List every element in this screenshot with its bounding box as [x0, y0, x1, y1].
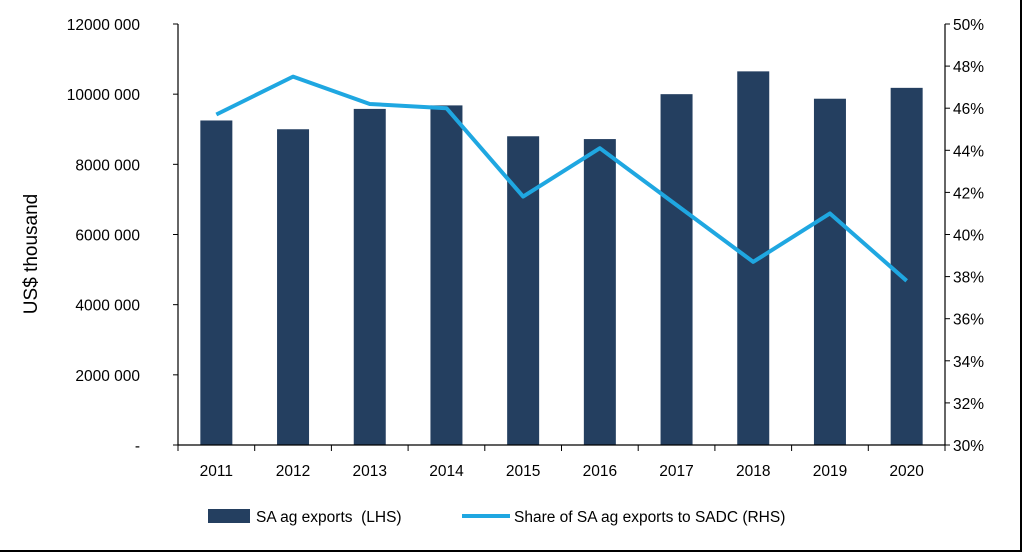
right-tick-label: 30%	[953, 438, 984, 455]
x-tick-label: 2011	[200, 463, 233, 480]
x-tick-label: 2017	[659, 463, 693, 480]
right-tick-label: 36%	[953, 312, 984, 329]
legend-label-bar: SA ag exports (LHS)	[256, 509, 402, 526]
left-tick-label: 2000 000	[75, 368, 140, 385]
x-tick-label: 2019	[813, 463, 847, 480]
bar-2019	[814, 99, 846, 445]
y-axis-title: US$ thousand	[21, 194, 42, 314]
right-tick-label: 32%	[953, 396, 984, 413]
bar-2014	[430, 105, 462, 445]
x-tick-label: 2015	[506, 463, 540, 480]
right-tick-label: 48%	[953, 59, 984, 76]
bar-2018	[737, 71, 769, 445]
x-tick-label: 2013	[353, 463, 387, 480]
bar-2013	[354, 109, 386, 445]
right-axis-tick-labels: 30% 32% 34% 36% 38% 40% 42% 44% 46% 48% 50%	[953, 17, 984, 455]
x-tick-label: 2020	[889, 463, 924, 480]
right-tick-label: 50%	[953, 17, 984, 34]
bar-2017	[661, 94, 693, 445]
left-axis-tick-labels: - 2000 000 4000 000 6000 000 8000 000 10000 0…	[67, 17, 141, 455]
left-tick-label: 6000 000	[75, 228, 140, 245]
x-tick-label: 2018	[736, 463, 770, 480]
x-tick-label: 2012	[276, 463, 310, 480]
bar-series	[200, 71, 922, 445]
right-tick-label: 38%	[953, 270, 984, 287]
x-tick-label: 2014	[429, 463, 464, 480]
right-tick-label: 40%	[953, 228, 984, 245]
right-tick-label: 42%	[953, 185, 984, 202]
left-tick-label: -	[135, 438, 140, 455]
share-line	[216, 77, 906, 281]
right-tick-label: 46%	[953, 101, 984, 118]
left-tick-label: 12000 000	[67, 17, 141, 34]
left-tick-label: 8000 000	[75, 157, 140, 174]
bar-2012	[277, 129, 309, 445]
left-tick-label: 4000 000	[75, 298, 140, 315]
legend-swatch-bar	[208, 509, 250, 523]
right-tick-label: 44%	[953, 143, 984, 160]
legend: SA ag exports (LHS) Share of SA ag export…	[208, 509, 785, 526]
right-tick-label: 34%	[953, 354, 984, 371]
legend-label-line: Share of SA ag exports to SADC (RHS)	[514, 509, 785, 526]
left-tick-label: 10000 000	[67, 87, 141, 104]
x-tick-label: 2016	[583, 463, 617, 480]
x-axis-tick-labels: 2011 2012 2013 2014 2015 2016 2017 2018 2019 2020	[200, 463, 925, 480]
bar-2011	[200, 120, 232, 445]
bar-2016	[584, 139, 616, 445]
bar-2020	[891, 88, 923, 445]
line-series	[216, 77, 907, 281]
